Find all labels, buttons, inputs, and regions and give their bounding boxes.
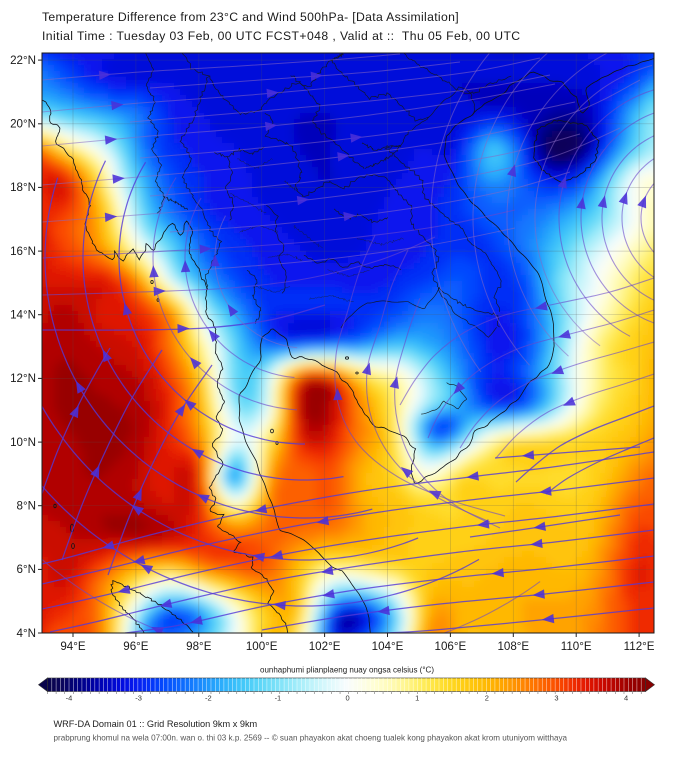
svg-text:96°E: 96°E xyxy=(123,640,149,653)
svg-text:3: 3 xyxy=(554,694,558,703)
svg-text:1: 1 xyxy=(415,694,419,703)
svg-text:12°N: 12°N xyxy=(10,372,36,385)
svg-text:20°N: 20°N xyxy=(10,118,36,131)
svg-text:100°E: 100°E xyxy=(246,640,278,653)
svg-text:16°N: 16°N xyxy=(10,245,36,258)
svg-text:ounhaphumi plianplaeng nuay o: ounhaphumi plianplaeng nuay ongsa celsiu… xyxy=(260,666,434,675)
svg-text:prabprung khomul na wela 07:00: prabprung khomul na wela 07:00n. wan o. … xyxy=(54,734,568,743)
svg-text:2: 2 xyxy=(485,694,489,703)
svg-text:6°N: 6°N xyxy=(17,563,36,576)
svg-text:-3: -3 xyxy=(135,694,142,703)
svg-text:4: 4 xyxy=(624,694,628,703)
svg-text:110°E: 110°E xyxy=(561,640,592,653)
svg-text:WRF-DA Domain 01 :: Grid Resol: WRF-DA Domain 01 :: Grid Resolution 9km … xyxy=(54,719,258,729)
svg-text:-4: -4 xyxy=(66,694,73,703)
svg-text:94°E: 94°E xyxy=(60,640,86,653)
svg-text:112°E: 112°E xyxy=(624,640,655,653)
svg-text:10°N: 10°N xyxy=(10,436,36,449)
svg-text:-1: -1 xyxy=(275,694,282,703)
svg-text:18°N: 18°N xyxy=(10,181,36,194)
svg-text:104°E: 104°E xyxy=(372,640,404,653)
svg-text:-2: -2 xyxy=(205,694,212,703)
svg-text:22°N: 22°N xyxy=(10,54,36,67)
svg-text:98°E: 98°E xyxy=(186,640,212,653)
svg-text:4°N: 4°N xyxy=(17,627,36,640)
svg-text:Temperature Difference from 23: Temperature Difference from 23°C and Win… xyxy=(42,10,459,24)
svg-text:108°E: 108°E xyxy=(497,640,529,653)
svg-text:102°E: 102°E xyxy=(309,640,341,653)
svg-text:8°N: 8°N xyxy=(17,500,36,513)
svg-text:14°N: 14°N xyxy=(10,309,36,322)
svg-text:106°E: 106°E xyxy=(435,640,467,653)
svg-text:0: 0 xyxy=(346,694,350,703)
svg-text:Initial Time : Tuesday 03 Feb,: Initial Time : Tuesday 03 Feb, 00 UTC FC… xyxy=(42,29,521,43)
